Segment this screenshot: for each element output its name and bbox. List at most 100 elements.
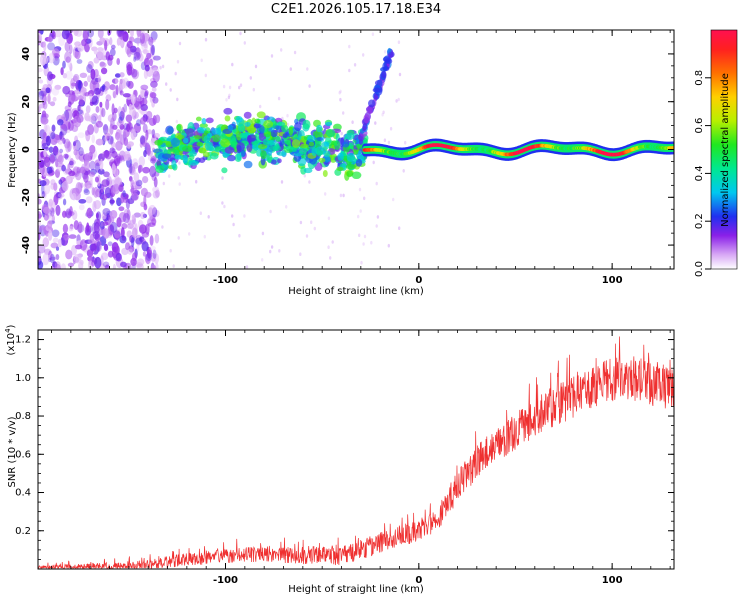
noise-blob bbox=[38, 30, 41, 34]
noise-blob bbox=[65, 208, 72, 219]
noise-blob bbox=[116, 57, 121, 66]
echo-band-blob bbox=[298, 146, 309, 155]
noise-blob bbox=[101, 179, 110, 187]
noise-blob bbox=[119, 123, 125, 130]
noise-blob bbox=[100, 184, 104, 194]
noise-blob bbox=[94, 176, 100, 183]
noise-blob bbox=[45, 87, 51, 94]
noise-blob bbox=[78, 198, 87, 204]
echo-band-blob bbox=[183, 137, 189, 144]
noise-blob bbox=[113, 107, 118, 114]
noise-blob bbox=[65, 249, 73, 260]
noise-blob bbox=[39, 225, 45, 231]
noise-blob bbox=[141, 175, 149, 184]
echo-band-blob bbox=[318, 157, 326, 163]
noise-blob bbox=[151, 44, 155, 56]
noise-blob bbox=[67, 141, 72, 152]
echo-band-blob bbox=[199, 123, 208, 128]
echo-band-blob bbox=[267, 140, 274, 147]
noise-blob bbox=[38, 260, 44, 269]
noise-blob bbox=[129, 217, 135, 228]
noise-blob bbox=[43, 56, 49, 65]
noise-blob bbox=[53, 182, 58, 192]
noise-blob bbox=[142, 213, 148, 219]
echo-band-blob bbox=[300, 166, 307, 175]
noise-blob bbox=[85, 210, 94, 215]
branch-blob bbox=[363, 114, 370, 124]
y-tick-label: 1.0 bbox=[15, 373, 31, 384]
echo-band-blob bbox=[352, 149, 359, 155]
echo-band-blob bbox=[170, 137, 180, 147]
noise-speck bbox=[261, 231, 265, 236]
noise-speck bbox=[313, 226, 316, 231]
colorbar-tick-label: 0.0 bbox=[694, 261, 705, 277]
noise-speck bbox=[223, 204, 226, 209]
echo-band-blob bbox=[282, 133, 288, 138]
noise-blob bbox=[147, 207, 154, 217]
noise-blob bbox=[89, 144, 96, 154]
echo-band-blob bbox=[257, 144, 268, 150]
noise-blob bbox=[150, 264, 157, 269]
noise-blob bbox=[82, 91, 87, 104]
noise-speck bbox=[358, 233, 361, 238]
echo-band-blob bbox=[294, 122, 302, 132]
echo-band-blob bbox=[300, 143, 309, 149]
noise-speck bbox=[331, 240, 334, 244]
noise-blob bbox=[122, 190, 126, 198]
noise-blob bbox=[81, 39, 87, 47]
noise-blob bbox=[92, 200, 97, 213]
noise-speck bbox=[306, 67, 309, 71]
noise-speck bbox=[303, 174, 306, 178]
noise-blob bbox=[75, 30, 83, 37]
noise-blob bbox=[54, 84, 62, 90]
noise-blob bbox=[60, 124, 67, 130]
echo-band-blob bbox=[239, 132, 247, 139]
echo-band-blob bbox=[276, 151, 287, 156]
noise-speck bbox=[348, 68, 351, 73]
noise-speck bbox=[176, 97, 179, 102]
noise-blob bbox=[112, 124, 118, 130]
noise-blob bbox=[98, 153, 105, 162]
noise-blob bbox=[42, 206, 50, 214]
noise-speck bbox=[169, 88, 172, 92]
noise-blob bbox=[43, 182, 51, 195]
noise-blob bbox=[131, 252, 138, 262]
noise-blob bbox=[139, 117, 146, 125]
noise-blob bbox=[61, 237, 65, 246]
branch-blob bbox=[368, 99, 376, 108]
noise-blob bbox=[84, 112, 90, 121]
noise-blob bbox=[109, 84, 116, 91]
echo-band-blob bbox=[284, 139, 292, 145]
noise-blob bbox=[83, 189, 90, 196]
noise-blob bbox=[127, 248, 133, 255]
noise-blob bbox=[87, 115, 96, 123]
echo-band-blob bbox=[323, 141, 330, 147]
noise-blob bbox=[138, 53, 144, 62]
noise-blob bbox=[123, 103, 128, 113]
noise-speck bbox=[357, 214, 360, 219]
noise-blob bbox=[83, 80, 88, 87]
noise-speck bbox=[358, 187, 362, 192]
noise-blob bbox=[95, 138, 104, 146]
echo-band-blob bbox=[224, 146, 235, 154]
noise-speck bbox=[161, 225, 164, 229]
noise-blob bbox=[72, 141, 77, 147]
noise-blob bbox=[130, 179, 134, 186]
noise-blob bbox=[69, 160, 74, 166]
echo-band-blob bbox=[333, 140, 341, 150]
echo-band-blob bbox=[322, 170, 328, 177]
noise-blob bbox=[97, 30, 104, 39]
snr-multiplier: (x104) bbox=[4, 324, 17, 355]
noise-speck bbox=[231, 62, 234, 67]
noise-blob bbox=[140, 187, 148, 197]
noise-speck bbox=[177, 236, 180, 240]
noise-blob bbox=[102, 228, 110, 239]
noise-blob bbox=[139, 97, 148, 106]
noise-blob bbox=[119, 72, 125, 78]
echo-band-blob bbox=[336, 166, 344, 171]
noise-blob bbox=[47, 220, 53, 229]
spectrogram-panel: -100 0 100 -40 -20 0 20 40 Height of straight … bbox=[7, 29, 675, 297]
noise-blob bbox=[83, 172, 89, 183]
echo-band-blob bbox=[291, 139, 301, 148]
noise-blob bbox=[83, 182, 90, 191]
